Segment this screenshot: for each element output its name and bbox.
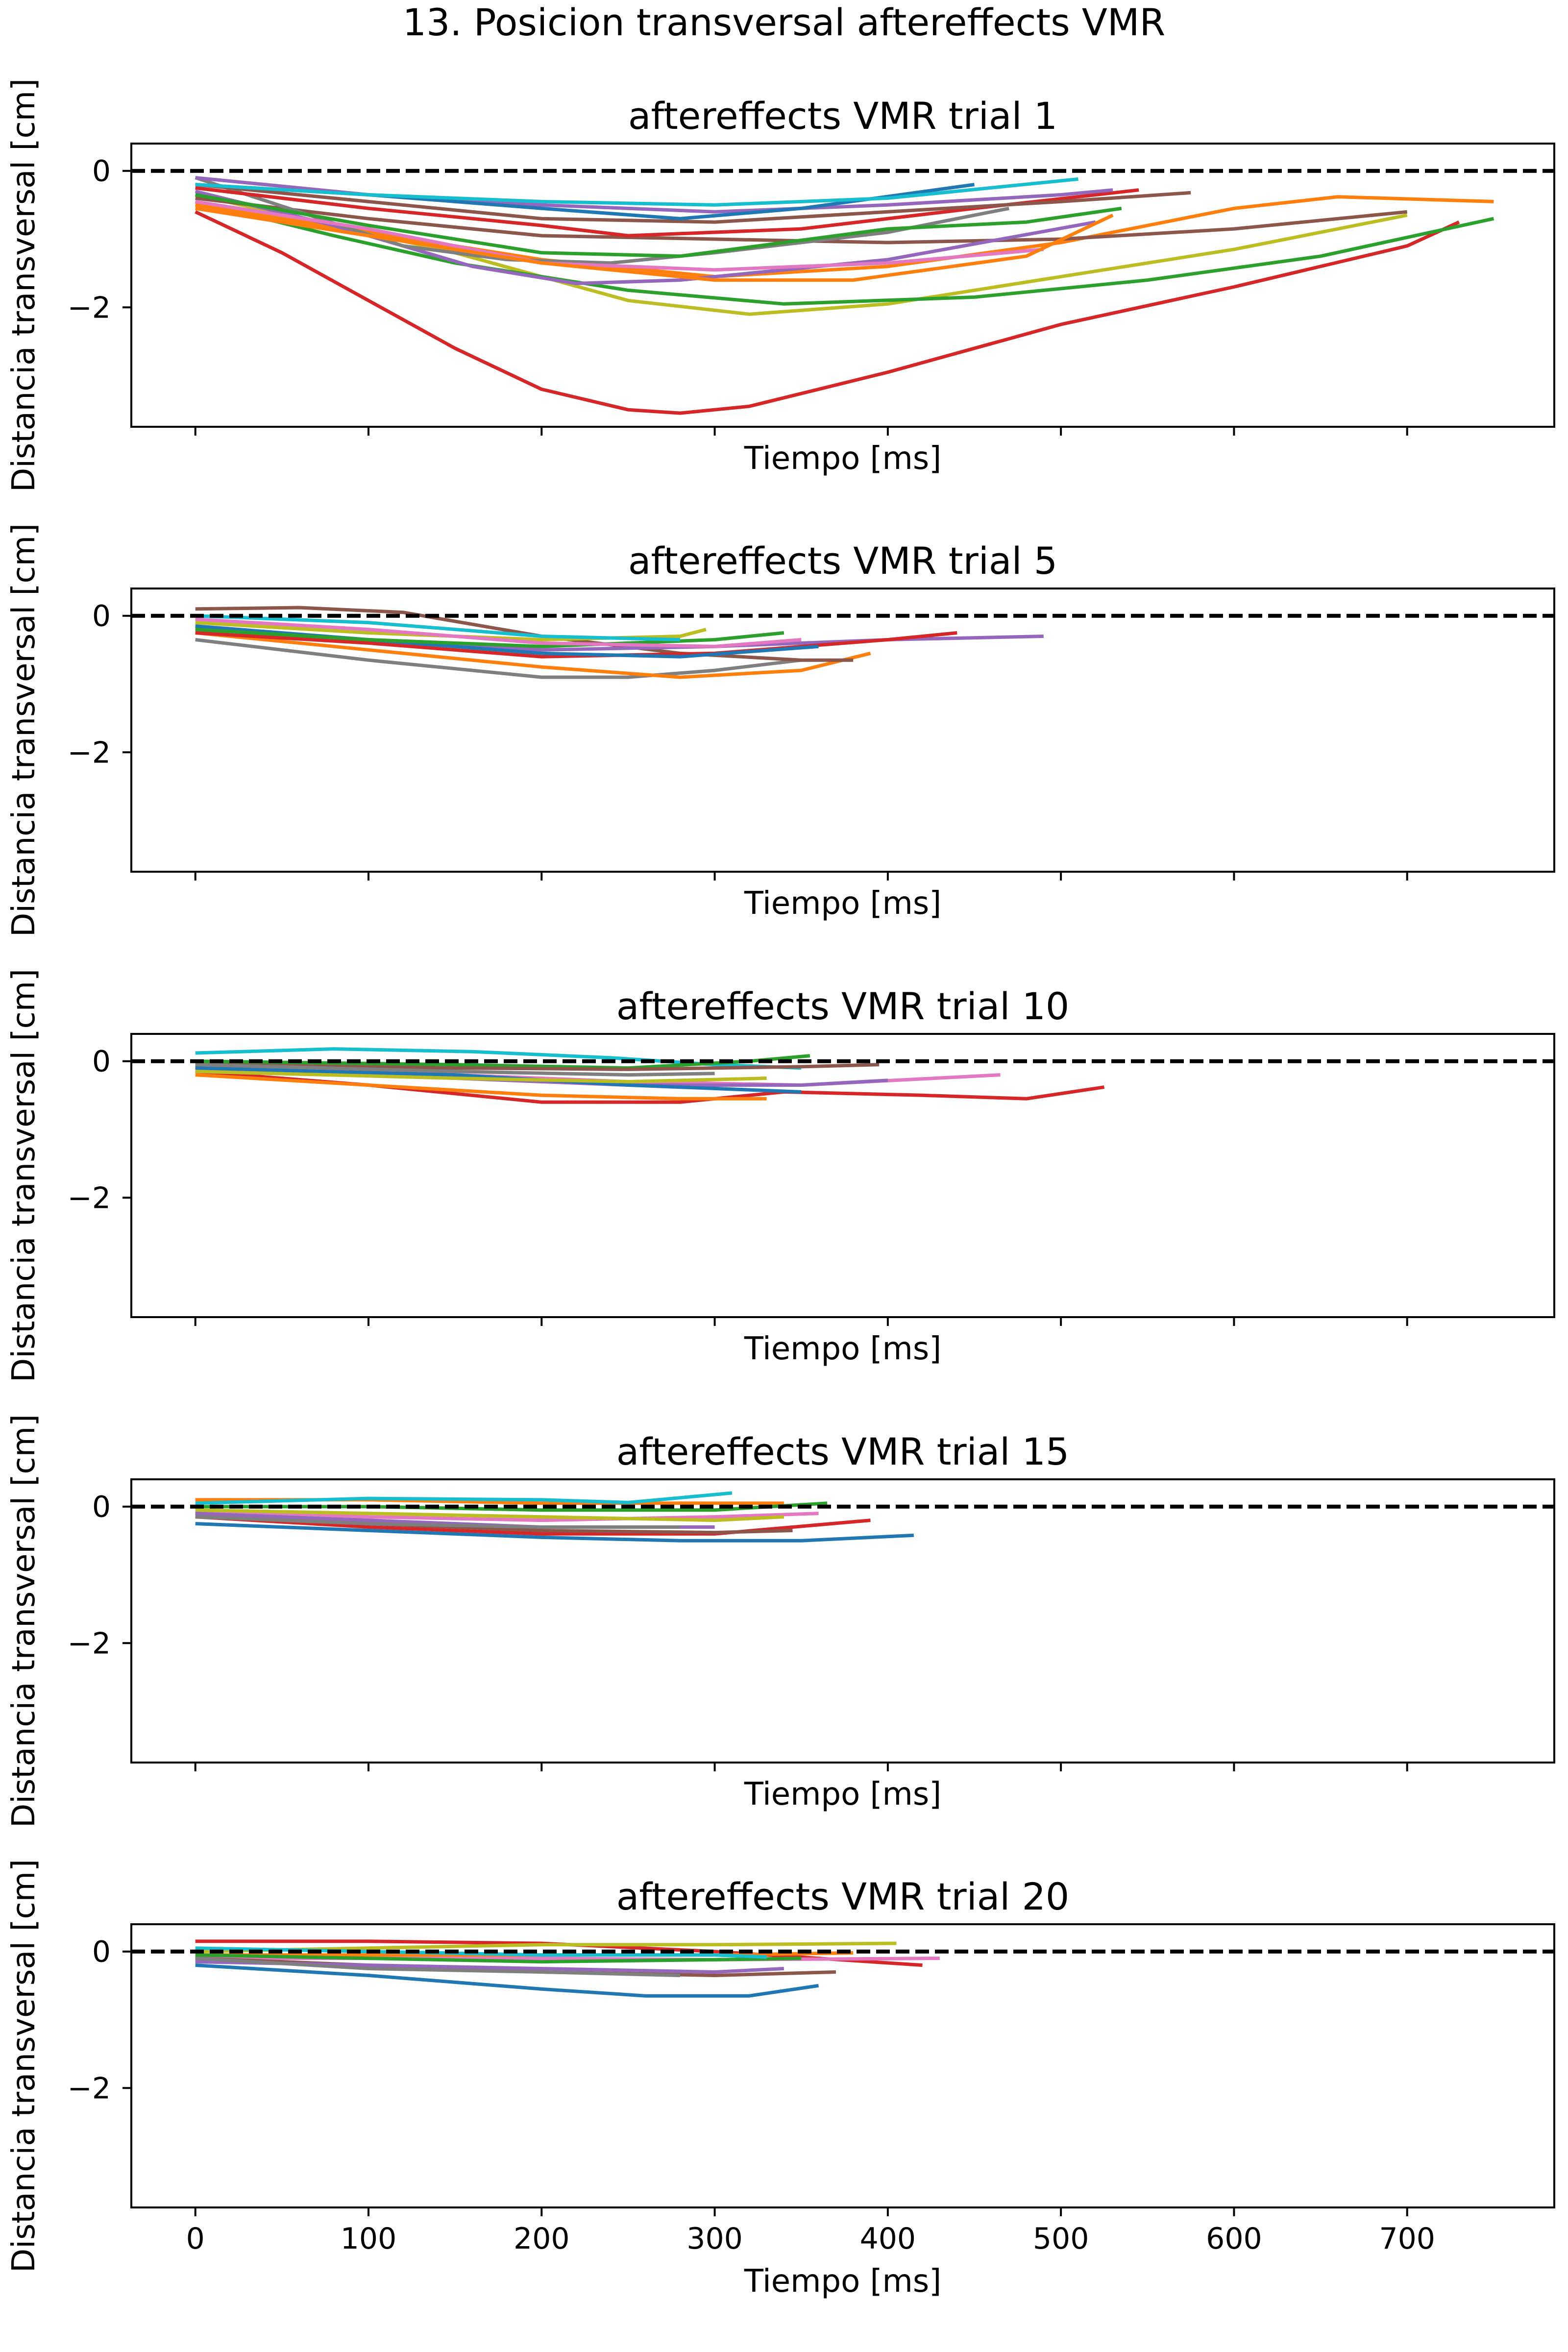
series-line-8 [195, 1508, 784, 1522]
figure-title: 13. Posicion transversal aftereffects VM… [403, 0, 1166, 44]
subplot-4: aftereffects VMR trial 15 0 −2 Tiempo [ms] D… [6, 1414, 1555, 1828]
series-line-10 [195, 1957, 680, 1977]
axes-frame [130, 143, 1555, 428]
x-tick-label: 400 [860, 2222, 916, 2256]
y-tick-label: 0 [92, 599, 111, 634]
plot-area [195, 1047, 1105, 1104]
y-axis-label: Distancia transversal [cm] [6, 523, 42, 937]
series-line-1 [195, 638, 802, 679]
y-tick-label: −2 [68, 1626, 111, 1661]
series-line-10 [195, 193, 1122, 258]
x-tick-label: 100 [341, 2222, 397, 2256]
y-tick-label: −2 [68, 2071, 111, 2106]
plot-area [195, 176, 1494, 415]
x-axis-label: Tiempo [ms] [744, 441, 941, 477]
subplot-3: aftereffects VMR trial 10 0 −2 Tiempo [ms] D… [6, 969, 1555, 1382]
x-tick-label: 300 [686, 2222, 743, 2256]
x-tick-label: 500 [1033, 2222, 1089, 2256]
y-tick-label: 0 [92, 1045, 111, 1079]
series-line-7 [195, 1063, 880, 1071]
x-axis-label: Tiempo [ms] [744, 1776, 941, 1813]
y-tick-label: 0 [92, 154, 111, 189]
y-tick-label: 0 [92, 1490, 111, 1524]
x-tick-label: 200 [514, 2222, 570, 2256]
series-line-8 [195, 199, 1044, 272]
series-line-10 [195, 614, 680, 641]
plot-area [195, 1939, 940, 1998]
y-axis-label: Distancia transversal [cm] [6, 78, 42, 492]
subplot-title: aftereffects VMR trial 5 [628, 539, 1057, 583]
series-line-9 [195, 206, 1114, 282]
axes-frame [130, 1478, 1555, 1764]
series-line-4 [195, 1491, 733, 1505]
x-axis-label: Tiempo [ms] [744, 1331, 941, 1367]
series-line-3 [195, 1073, 767, 1101]
subplot-title: aftereffects VMR trial 20 [616, 1875, 1070, 1918]
axes-frame [130, 588, 1555, 873]
series-line-9 [195, 617, 802, 648]
series-line-2 [195, 1515, 871, 1536]
axes-frame [130, 1033, 1555, 1318]
x-tick-label: 700 [1379, 2222, 1435, 2256]
x-tick-label: 0 [186, 2222, 205, 2256]
plot-area [195, 1491, 914, 1543]
series-line-10 [195, 1515, 680, 1529]
series-line-15 [195, 177, 1078, 207]
y-tick-label: −2 [68, 1181, 111, 1215]
y-axis-label: Distancia transversal [cm] [6, 1859, 42, 2273]
series-line-10 [195, 1063, 715, 1077]
series-line-7 [195, 1953, 802, 1964]
subplot-title: aftereffects VMR trial 10 [616, 984, 1070, 1028]
x-tick-label: 600 [1206, 2222, 1262, 2256]
series-line-12 [195, 183, 1191, 224]
series-line-3 [195, 200, 1494, 306]
series-line-1 [195, 1522, 914, 1543]
series-line-2 [195, 193, 1408, 316]
subplot-2: aftereffects VMR trial 5 0 −2 Tiempo [ms] Di… [6, 523, 1555, 937]
y-tick-label: −2 [68, 735, 111, 770]
series-line-9 [195, 1070, 767, 1083]
y-axis-label: Distancia transversal [cm] [6, 969, 42, 1382]
subplot-5: aftereffects VMR trial 20 0 100 200 300 400 50… [6, 1859, 1555, 2300]
series-line-2 [195, 631, 871, 679]
series-line-7 [195, 628, 784, 648]
y-tick-label: −2 [68, 291, 111, 325]
series-line-8 [195, 621, 707, 641]
series-line-1 [195, 1963, 819, 1998]
series-line-1 [195, 210, 1460, 415]
plot-area [195, 606, 1044, 679]
axes-frame [130, 1923, 1555, 2208]
series-line-6 [195, 190, 1096, 285]
subplot-1: aftereffects VMR trial 1 0 −2 Tiempo [ms] Di… [6, 78, 1555, 492]
x-axis-label: Tiempo [ms] [744, 2263, 941, 2300]
series-line-7 [195, 1508, 819, 1522]
series-line-1 [195, 1047, 802, 1070]
subplot-title: aftereffects VMR trial 1 [628, 94, 1057, 138]
y-axis-label: Distancia transversal [cm] [6, 1414, 42, 1828]
x-axis-label: Tiempo [ms] [744, 885, 941, 922]
subplot-title: aftereffects VMR trial 15 [616, 1430, 1070, 1473]
y-tick-label: 0 [92, 1935, 111, 1969]
